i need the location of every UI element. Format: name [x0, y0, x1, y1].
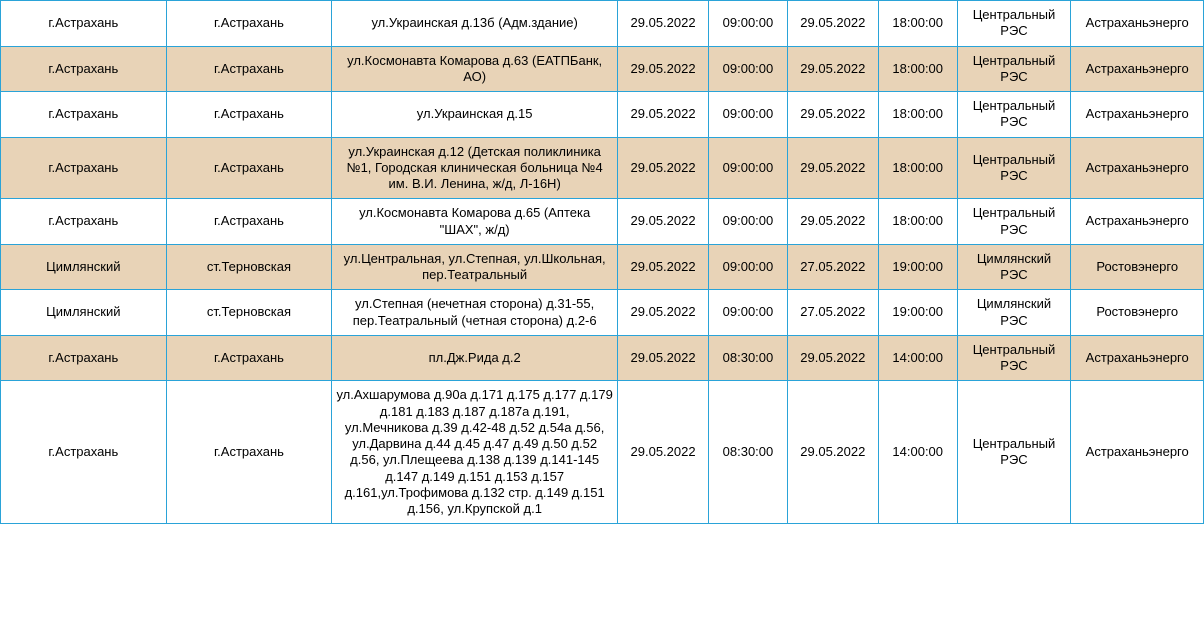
table-row: г.Астраханьг.Астраханьул.Украинская д.12… [1, 137, 1204, 199]
table-cell: Астраханьэнерго [1071, 137, 1204, 199]
table-cell: ул.Ахшарумова д.90а д.171 д.175 д.177 д.… [332, 381, 618, 524]
table-cell: г.Астрахань [1, 46, 167, 92]
table-cell: ул.Космонавта Комарова д.65 (Аптека "ШАХ… [332, 199, 618, 245]
table-cell: г.Астрахань [1, 335, 167, 381]
table-cell: г.Астрахань [1, 1, 167, 47]
table-cell: 09:00:00 [709, 46, 788, 92]
table-cell: Астраханьэнерго [1071, 335, 1204, 381]
table-cell: 09:00:00 [709, 199, 788, 245]
table-cell: 09:00:00 [709, 92, 788, 138]
table-cell: 29.05.2022 [618, 381, 709, 524]
table-cell: 09:00:00 [709, 1, 788, 47]
table-row: г.Астраханьг.Астраханьул.Космонавта Кома… [1, 199, 1204, 245]
table-cell: ст.Терновская [166, 244, 332, 290]
table-cell: г.Астрахань [166, 199, 332, 245]
table-cell: 18:00:00 [878, 137, 957, 199]
table-row: г.Астраханьг.Астраханьул.Украинская д.13… [1, 1, 1204, 47]
table-cell: ул.Украинская д.12 (Детская поликлиника … [332, 137, 618, 199]
table-cell: 29.05.2022 [787, 199, 878, 245]
table-cell: г.Астрахань [1, 381, 167, 524]
table-cell: Центральный РЭС [957, 1, 1071, 47]
table-cell: Астраханьэнерго [1071, 92, 1204, 138]
table-cell: Центральный РЭС [957, 137, 1071, 199]
table-cell: 29.05.2022 [618, 1, 709, 47]
table-cell: Центральный РЭС [957, 199, 1071, 245]
table-cell: 29.05.2022 [787, 46, 878, 92]
table-cell: 19:00:00 [878, 244, 957, 290]
table-cell: 19:00:00 [878, 290, 957, 336]
table-cell: Астраханьэнерго [1071, 1, 1204, 47]
table-cell: Центральный РЭС [957, 92, 1071, 138]
table-cell: Цимлянский РЭС [957, 290, 1071, 336]
table-cell: 14:00:00 [878, 381, 957, 524]
table-cell: 18:00:00 [878, 1, 957, 47]
table-cell: г.Астрахань [1, 199, 167, 245]
table-cell: 18:00:00 [878, 199, 957, 245]
table-row: г.Астраханьг.Астраханьпл.Дж.Рида д.229.0… [1, 335, 1204, 381]
table-cell: Центральный РЭС [957, 335, 1071, 381]
table-cell: 08:30:00 [709, 381, 788, 524]
table-cell: ул.Украинская д.15 [332, 92, 618, 138]
table-body: г.Астраханьг.Астраханьул.Украинская д.13… [1, 1, 1204, 524]
table-cell: пл.Дж.Рида д.2 [332, 335, 618, 381]
table-cell: 29.05.2022 [618, 46, 709, 92]
table-cell: 18:00:00 [878, 92, 957, 138]
table-cell: 09:00:00 [709, 137, 788, 199]
table-cell: 08:30:00 [709, 335, 788, 381]
table-cell: Астраханьэнерго [1071, 199, 1204, 245]
table-cell: 27.05.2022 [787, 290, 878, 336]
table-cell: г.Астрахань [1, 92, 167, 138]
table-cell: Цимлянский РЭС [957, 244, 1071, 290]
table-cell: г.Астрахань [166, 335, 332, 381]
table-cell: 27.05.2022 [787, 244, 878, 290]
table-cell: 18:00:00 [878, 46, 957, 92]
table-cell: 29.05.2022 [618, 137, 709, 199]
table-cell: 29.05.2022 [787, 92, 878, 138]
table-cell: г.Астрахань [1, 137, 167, 199]
table-cell: ул.Украинская д.13б (Адм.здание) [332, 1, 618, 47]
table-row: г.Астраханьг.Астраханьул.Ахшарумова д.90… [1, 381, 1204, 524]
table-cell: ул.Космонавта Комарова д.63 (ЕАТПБанк, А… [332, 46, 618, 92]
table-cell: 29.05.2022 [618, 199, 709, 245]
table-cell: Ростовэнерго [1071, 290, 1204, 336]
table-row: Цимлянскийст.Терновскаяул.Центральная, у… [1, 244, 1204, 290]
table-cell: г.Астрахань [166, 1, 332, 47]
table-row: Цимлянскийст.Терновскаяул.Степная (нечет… [1, 290, 1204, 336]
table-cell: Ростовэнерго [1071, 244, 1204, 290]
table-cell: Астраханьэнерго [1071, 46, 1204, 92]
table-cell: 29.05.2022 [787, 381, 878, 524]
table-cell: г.Астрахань [166, 137, 332, 199]
table-cell: Центральный РЭС [957, 46, 1071, 92]
table-row: г.Астраханьг.Астраханьул.Космонавта Кома… [1, 46, 1204, 92]
table-row: г.Астраханьг.Астраханьул.Украинская д.15… [1, 92, 1204, 138]
table-cell: Центральный РЭС [957, 381, 1071, 524]
table-cell: Астраханьэнерго [1071, 381, 1204, 524]
table-cell: 09:00:00 [709, 244, 788, 290]
table-cell: 09:00:00 [709, 290, 788, 336]
table-cell: ул.Степная (нечетная сторона) д.31-55, п… [332, 290, 618, 336]
table-cell: 29.05.2022 [787, 1, 878, 47]
outage-table: г.Астраханьг.Астраханьул.Украинская д.13… [0, 0, 1204, 524]
table-cell: 14:00:00 [878, 335, 957, 381]
table-cell: г.Астрахань [166, 92, 332, 138]
table-cell: 29.05.2022 [618, 335, 709, 381]
table-cell: 29.05.2022 [787, 335, 878, 381]
table-cell: Цимлянский [1, 290, 167, 336]
table-cell: 29.05.2022 [618, 244, 709, 290]
table-cell: 29.05.2022 [618, 92, 709, 138]
table-cell: Цимлянский [1, 244, 167, 290]
table-cell: 29.05.2022 [787, 137, 878, 199]
table-cell: ул.Центральная, ул.Степная, ул.Школьная,… [332, 244, 618, 290]
table-cell: г.Астрахань [166, 381, 332, 524]
table-cell: 29.05.2022 [618, 290, 709, 336]
table-cell: г.Астрахань [166, 46, 332, 92]
table-cell: ст.Терновская [166, 290, 332, 336]
